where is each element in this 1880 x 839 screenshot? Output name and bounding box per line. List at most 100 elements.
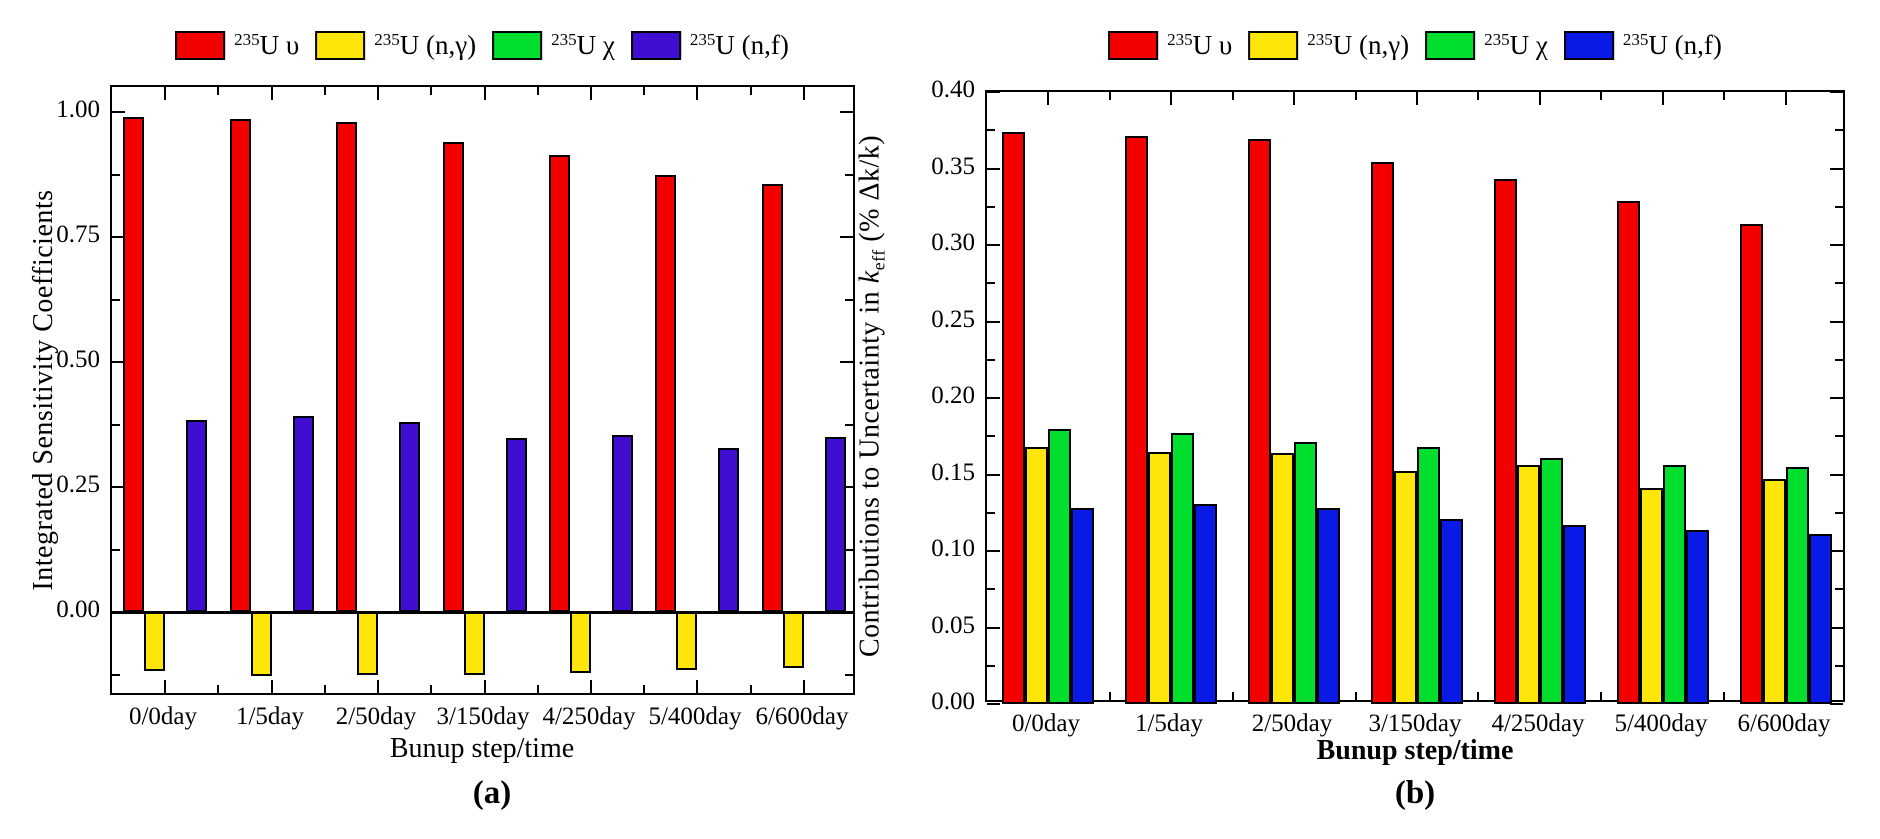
legend-label-text: U (n,f): [715, 30, 789, 60]
x-axis-minor-tick: [750, 87, 752, 95]
x-tick-label: 0/0day: [128, 703, 198, 730]
bar: [1025, 447, 1048, 704]
y-tick-label: 0.35: [931, 153, 975, 180]
x-tick-label: 1/5day: [235, 703, 305, 730]
x-axis-major-tick: [1416, 92, 1418, 105]
x-axis-major-tick: [377, 87, 379, 100]
y-axis-major-tick: [987, 397, 1000, 399]
y-axis-minor-tick: [1835, 359, 1843, 361]
x-axis-label-a: Bunup step/time: [390, 733, 574, 765]
y-tick-label: 0.10: [931, 535, 975, 562]
bar: [1317, 508, 1340, 704]
bar: [1194, 504, 1217, 704]
y-axis-major-tick: [840, 486, 853, 488]
legend-item: 235U (n,f): [1563, 30, 1722, 61]
y-axis-minor-tick: [987, 512, 995, 514]
x-axis-minor-tick: [324, 87, 326, 95]
x-axis-label-b: Bunup step/time: [1317, 735, 1514, 767]
x-axis-minor-tick: [1355, 92, 1357, 100]
bar: [1271, 453, 1294, 704]
legend-label-text: U χ: [576, 30, 615, 60]
bar: [1071, 508, 1094, 704]
y-axis-minor-tick: [987, 435, 995, 437]
bar: [123, 117, 144, 612]
x-axis-major-tick: [1539, 92, 1541, 105]
bar: [506, 438, 527, 612]
y-axis-major-tick: [1830, 91, 1843, 93]
x-axis-major-tick: [1170, 92, 1172, 105]
y-axis-minor-tick: [987, 206, 995, 208]
x-tick-label: 2/50day: [335, 703, 417, 730]
legend-label: 235U χ: [551, 30, 615, 61]
x-axis-minor-tick: [1723, 692, 1725, 700]
y-axis-major-tick: [987, 91, 1000, 93]
legend-label: 235U (n,f): [690, 30, 789, 61]
x-tick-label: 6/600day: [1737, 710, 1831, 737]
y-axis-major-tick: [987, 627, 1000, 629]
y-axis-major-tick: [1830, 397, 1843, 399]
x-axis-minor-tick: [430, 685, 432, 693]
legend-swatch: [1563, 31, 1614, 60]
legend-label-superscript: 235: [1307, 30, 1333, 49]
x-tick-label: 4/250day: [542, 703, 636, 730]
y-axis-label-b-prefix: Contributions to Uncertainty in: [854, 283, 886, 658]
bar: [1048, 429, 1071, 704]
x-axis-minor-tick: [643, 685, 645, 693]
bar: [230, 119, 251, 612]
y-axis-minor-tick: [1835, 129, 1843, 131]
x-axis-minor-tick: [1232, 692, 1234, 700]
y-axis-minor-tick: [1835, 665, 1843, 667]
x-axis-major-tick: [590, 87, 592, 100]
y-axis-major-tick: [1830, 550, 1843, 552]
legend-label-text: U υ: [1192, 30, 1233, 60]
bar: [762, 184, 783, 612]
bar: [1002, 132, 1025, 704]
x-axis-major-tick: [590, 680, 592, 693]
y-axis-minor-tick: [987, 665, 995, 667]
x-axis-major-tick: [803, 680, 805, 693]
legend-swatch: [1108, 31, 1159, 60]
y-axis-major-tick: [987, 703, 1000, 705]
bar: [186, 420, 207, 612]
legend-item: 235U υ: [1108, 30, 1232, 61]
legend-item: 235U χ: [492, 30, 615, 61]
bar: [1686, 530, 1709, 704]
x-axis-minor-tick: [1600, 92, 1602, 100]
y-axis-label-b-k-sub: eff: [868, 249, 889, 271]
y-axis-major-tick: [112, 361, 125, 363]
y-axis-minor-tick: [1835, 282, 1843, 284]
y-axis-major-tick: [1830, 627, 1843, 629]
x-axis-major-tick: [484, 680, 486, 693]
x-axis-minor-tick: [1232, 92, 1234, 100]
y-tick-label: 0.30: [931, 229, 975, 256]
x-tick-label: 2/50day: [1251, 710, 1333, 737]
bar: [1663, 465, 1686, 704]
x-axis-minor-tick: [1109, 92, 1111, 100]
legend-label: 235U υ: [234, 30, 299, 61]
x-axis-major-tick: [164, 87, 166, 100]
x-axis-minor-tick: [1109, 692, 1111, 700]
bar: [336, 122, 357, 612]
y-axis-minor-tick: [845, 674, 853, 676]
legend-label-text: U χ: [1509, 30, 1548, 60]
legend-swatch: [492, 31, 543, 60]
legend-item: 235U (n,γ): [315, 30, 476, 61]
bar: [1617, 201, 1640, 704]
bar: [1394, 471, 1417, 704]
y-axis-major-tick: [987, 321, 1000, 323]
x-axis-major-tick: [164, 680, 166, 693]
x-tick-label: 4/250day: [1491, 710, 1585, 737]
bar: [1125, 136, 1148, 704]
x-axis-major-tick: [1293, 92, 1295, 105]
caption-a: (a): [473, 775, 511, 812]
x-axis-major-tick: [1785, 92, 1787, 105]
y-axis-major-tick: [1830, 474, 1843, 476]
y-tick-label: 0.15: [931, 459, 975, 486]
legend-label-text: U (n,γ): [1332, 30, 1410, 60]
x-axis-major-tick: [271, 87, 273, 100]
x-axis-major-tick: [271, 680, 273, 693]
bar: [1763, 479, 1786, 704]
y-tick-label: 0.00: [56, 596, 100, 623]
x-axis-minor-tick: [1600, 692, 1602, 700]
caption-b-text: (b): [1394, 775, 1436, 811]
